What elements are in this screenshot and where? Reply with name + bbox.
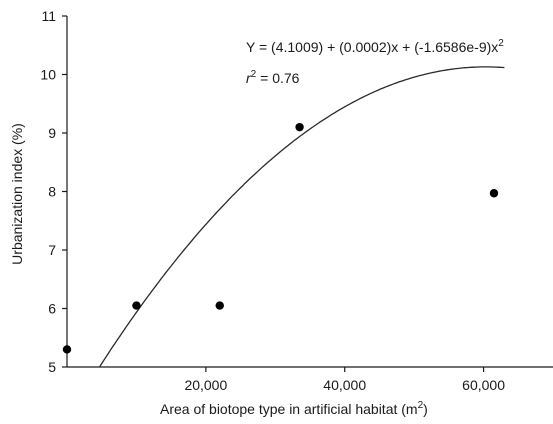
data-point (132, 301, 141, 310)
x-axis-title-sup: 2 (418, 400, 424, 411)
r-squared-sup: 2 (251, 69, 257, 80)
y-tick-label: 10 (40, 67, 56, 83)
x-tick-label: 60,000 (462, 377, 505, 393)
x-axis-ticks: 20,000 40,000 60,000 (184, 367, 505, 393)
data-points (62, 122, 499, 354)
x-axis-title-close: ) (423, 401, 428, 417)
fit-curve (99, 66, 505, 367)
y-tick-label: 9 (48, 125, 56, 141)
y-tick-label: 11 (41, 8, 56, 24)
fit-equation: Y = (4.1009) + (0.0002)x + (-1.6586e-9)x… (246, 38, 504, 55)
r-squared-var: r (246, 70, 252, 86)
data-point (215, 301, 224, 310)
fit-equation-main: Y = (4.1009) + (0.0002)x + (-1.6586e-9)x (246, 39, 498, 55)
fit-equation-sup: 2 (498, 38, 504, 49)
data-point (62, 345, 72, 354)
x-axis-title-text: Area of biotope type in artificial habit… (160, 401, 418, 417)
y-axis-ticks: 5 6 7 8 9 10 11 (40, 8, 67, 375)
x-tick-label: 20,000 (184, 377, 227, 393)
y-tick-label: 6 (48, 301, 56, 317)
y-tick-label: 7 (48, 242, 56, 258)
x-tick-label: 40,000 (323, 377, 366, 393)
r-squared-label: r2 = 0.76 (246, 69, 300, 86)
y-axis-title: Urbanization index (%) (9, 123, 25, 265)
data-point (295, 122, 304, 132)
y-tick-label: 8 (48, 184, 56, 200)
data-point (489, 189, 499, 198)
y-tick-label: 5 (48, 359, 56, 375)
x-axis-title: Area of biotope type in artificial habit… (160, 400, 428, 417)
r-squared-value: = 0.76 (256, 70, 299, 86)
